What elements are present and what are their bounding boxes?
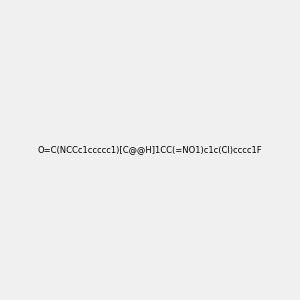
Text: O=C(NCCc1ccccc1)[C@@H]1CC(=NO1)c1c(Cl)cccc1F: O=C(NCCc1ccccc1)[C@@H]1CC(=NO1)c1c(Cl)cc… [38, 146, 262, 154]
